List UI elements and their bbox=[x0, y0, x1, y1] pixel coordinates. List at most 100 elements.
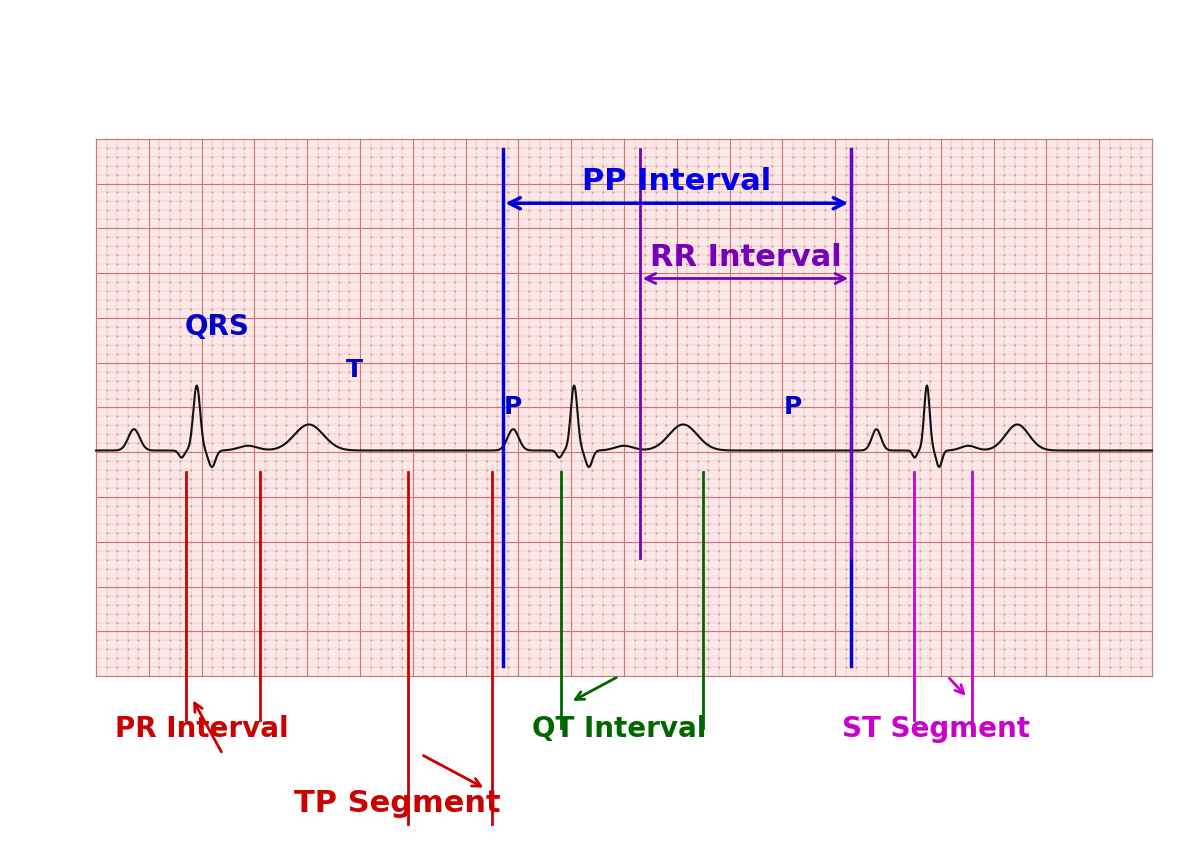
Point bbox=[625, 320, 644, 334]
Point bbox=[551, 642, 570, 656]
Point bbox=[1079, 186, 1098, 199]
Point bbox=[181, 284, 200, 298]
Point bbox=[900, 194, 919, 208]
Point bbox=[509, 616, 528, 629]
Point bbox=[931, 454, 950, 468]
Point bbox=[276, 248, 295, 262]
Point bbox=[150, 616, 169, 629]
Point bbox=[920, 177, 940, 191]
Point bbox=[276, 177, 295, 191]
Point bbox=[794, 419, 814, 433]
Point bbox=[214, 651, 233, 665]
Point bbox=[456, 669, 475, 683]
Point bbox=[857, 616, 876, 629]
Point bbox=[962, 401, 982, 414]
Point bbox=[1100, 499, 1120, 513]
Point bbox=[392, 204, 412, 218]
Point bbox=[973, 661, 992, 675]
Point bbox=[973, 409, 992, 423]
Point bbox=[467, 508, 486, 522]
Point bbox=[256, 329, 275, 342]
Point bbox=[456, 651, 475, 665]
Point bbox=[709, 427, 728, 441]
Point bbox=[720, 553, 739, 567]
Point bbox=[97, 544, 116, 557]
Point bbox=[1006, 212, 1025, 226]
Point bbox=[784, 140, 803, 154]
Point bbox=[636, 597, 655, 611]
Point bbox=[161, 427, 180, 441]
Point bbox=[478, 302, 497, 316]
Point bbox=[392, 392, 412, 406]
Point bbox=[784, 177, 803, 191]
Point bbox=[118, 508, 137, 522]
Point bbox=[551, 535, 570, 549]
Point bbox=[266, 409, 286, 423]
Point bbox=[192, 329, 211, 342]
Point bbox=[414, 661, 433, 675]
Point bbox=[784, 248, 803, 262]
Point bbox=[910, 409, 929, 423]
Point bbox=[403, 311, 422, 325]
Point bbox=[815, 248, 834, 262]
Point bbox=[731, 419, 750, 433]
Point bbox=[161, 661, 180, 675]
Point bbox=[731, 526, 750, 540]
Point bbox=[403, 535, 422, 549]
Point bbox=[1037, 607, 1056, 621]
Point bbox=[1121, 275, 1140, 289]
Point bbox=[223, 338, 242, 352]
Point bbox=[139, 446, 158, 460]
Point bbox=[478, 642, 497, 656]
Point bbox=[878, 186, 898, 199]
Point bbox=[773, 473, 792, 486]
Point bbox=[593, 257, 612, 271]
Point bbox=[108, 570, 127, 584]
Point bbox=[794, 436, 814, 450]
Point bbox=[520, 481, 539, 495]
Point bbox=[340, 311, 359, 325]
Point bbox=[551, 347, 570, 361]
Point bbox=[329, 365, 348, 379]
Point bbox=[942, 490, 961, 504]
Point bbox=[656, 419, 676, 433]
Point bbox=[1121, 634, 1140, 648]
Point bbox=[434, 427, 454, 441]
Point bbox=[392, 212, 412, 226]
Point bbox=[1048, 347, 1067, 361]
Point bbox=[234, 580, 253, 594]
Point bbox=[1100, 562, 1120, 576]
Point bbox=[1121, 607, 1140, 621]
Point bbox=[731, 231, 750, 244]
Point bbox=[1132, 589, 1151, 603]
Point bbox=[372, 159, 391, 173]
Point bbox=[742, 140, 761, 154]
Point bbox=[678, 150, 697, 164]
Point bbox=[784, 473, 803, 486]
Point bbox=[1068, 624, 1087, 638]
Point bbox=[361, 257, 380, 271]
Point bbox=[773, 248, 792, 262]
Point bbox=[604, 392, 623, 406]
Point bbox=[456, 634, 475, 648]
Point bbox=[509, 311, 528, 325]
Point bbox=[118, 589, 137, 603]
Point bbox=[139, 508, 158, 522]
Point bbox=[942, 597, 961, 611]
Point bbox=[97, 490, 116, 504]
Point bbox=[298, 490, 317, 504]
Point bbox=[731, 355, 750, 369]
Point bbox=[614, 409, 634, 423]
Point bbox=[656, 140, 676, 154]
Point bbox=[298, 446, 317, 460]
Point bbox=[551, 275, 570, 289]
Point bbox=[836, 454, 856, 468]
Point bbox=[1037, 150, 1056, 164]
Point bbox=[392, 374, 412, 388]
Point bbox=[308, 562, 328, 576]
Point bbox=[953, 302, 972, 316]
Point bbox=[1090, 580, 1109, 594]
Point bbox=[572, 248, 592, 262]
Point bbox=[973, 562, 992, 576]
Point bbox=[1026, 535, 1045, 549]
